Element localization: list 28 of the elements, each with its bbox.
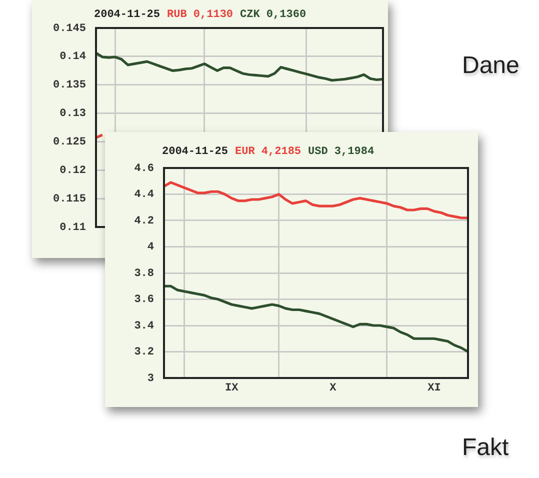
text: USD 3,1984 — [308, 146, 374, 158]
y-tick-label: 4.2 — [134, 215, 154, 228]
y-tick-label: 0.115 — [52, 193, 86, 206]
y-tick-label: 0.14 — [60, 51, 86, 64]
y-tick-label: 3.8 — [134, 268, 154, 280]
y-tick-label: 0.145 — [52, 22, 86, 35]
y-tick-label: 3.2 — [134, 346, 154, 359]
y-tick-label: 3.6 — [134, 294, 154, 306]
x-tick-label: XI — [428, 382, 441, 394]
y-tick-label: 0.11 — [60, 222, 86, 234]
y-tick-label: 0.12 — [60, 164, 86, 177]
y-tick-label: 3 — [147, 372, 154, 385]
text: Fakt — [462, 434, 509, 462]
y-tick-label: 4 — [147, 242, 154, 254]
chart-title: 2004-11-25 — [162, 146, 228, 158]
y-tick-label: 4.6 — [134, 162, 154, 175]
y-tick-label: 4.4 — [134, 189, 154, 202]
y-tick-label: 3.4 — [134, 320, 154, 332]
text: CZK 0,1360 — [240, 9, 306, 21]
y-tick-label: 0.13 — [60, 108, 86, 120]
x-tick-label: X — [330, 382, 337, 394]
y-tick-label: 0.135 — [52, 80, 86, 92]
x-tick-label: IX — [224, 382, 239, 394]
y-tick-label: 0.125 — [52, 136, 86, 148]
text: Dane — [462, 52, 520, 80]
chart-title: 2004-11-25 — [94, 9, 160, 21]
text: EUR 4,2185 — [235, 146, 302, 158]
text: RUB 0,1130 — [167, 9, 234, 21]
